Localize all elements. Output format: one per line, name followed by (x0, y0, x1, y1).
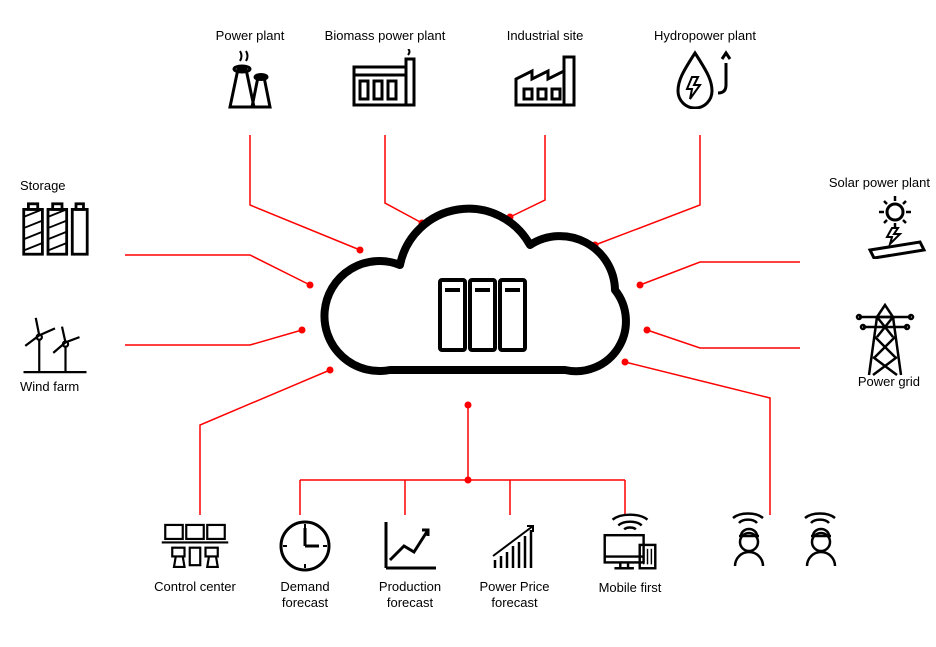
demand-icon (270, 515, 340, 575)
node-production: Productionforecast (360, 515, 460, 610)
node-demand: Demandforecast (260, 515, 350, 610)
biomass-icon (350, 49, 420, 109)
node-control: Control center (135, 515, 255, 594)
label-hydro: Hydropower plant (625, 28, 785, 43)
cloud-icon (305, 185, 645, 405)
label-wind: Wind farm (20, 379, 140, 394)
label-power-plant: Power plant (180, 28, 320, 43)
label-biomass: Biomass power plant (300, 28, 470, 43)
node-solar: Solar power plant (790, 175, 930, 256)
grid-icon (850, 310, 920, 370)
label-control: Control center (135, 579, 255, 594)
label-price: Power Priceforecast (462, 579, 567, 610)
power-plant-icon (215, 49, 285, 109)
label-demand: Demandforecast (260, 579, 350, 610)
hydro-icon (670, 49, 740, 109)
storage-icon (20, 199, 90, 259)
label-industrial: Industrial site (470, 28, 620, 43)
label-grid: Power grid (800, 374, 920, 389)
wind-icon (20, 315, 90, 375)
node-power-plant: Power plant (180, 28, 320, 109)
node-biomass: Biomass power plant (300, 28, 470, 109)
mobile-icon (595, 508, 665, 576)
node-workers (710, 510, 860, 570)
control-icon (160, 515, 230, 575)
label-production: Productionforecast (360, 579, 460, 610)
label-solar: Solar power plant (790, 175, 930, 190)
node-hydro: Hydropower plant (625, 28, 785, 109)
label-storage: Storage (20, 178, 140, 193)
workers-icon (715, 510, 855, 570)
node-mobile: Mobile first (580, 508, 680, 595)
node-industrial: Industrial site (470, 28, 620, 109)
price-icon (480, 515, 550, 575)
label-mobile: Mobile first (580, 580, 680, 595)
node-wind: Wind farm (20, 315, 140, 394)
node-grid: Power grid (800, 310, 920, 389)
industrial-icon (510, 49, 580, 109)
node-price: Power Priceforecast (462, 515, 567, 610)
solar-icon (860, 196, 930, 256)
node-storage: Storage (20, 178, 140, 259)
production-icon (375, 515, 445, 575)
